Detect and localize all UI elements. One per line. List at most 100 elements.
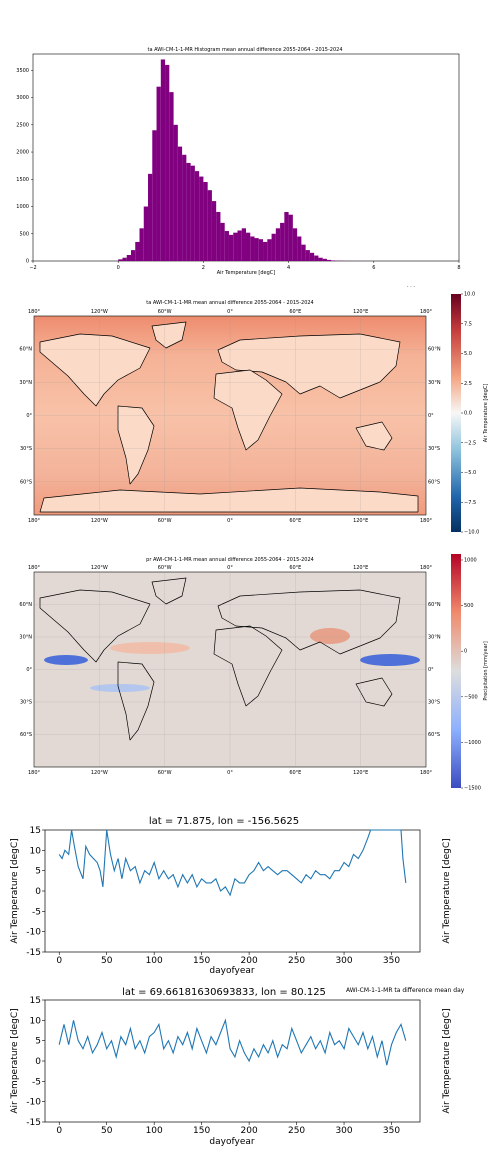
colorbar-tick-label: 10.0 xyxy=(464,292,475,298)
histogram-bar xyxy=(160,59,166,261)
histogram-bar xyxy=(233,232,238,261)
pr-lat-label-left: 60°S xyxy=(20,732,32,738)
y-tick-label: -15 xyxy=(26,948,41,958)
histogram-bar xyxy=(305,250,310,261)
histogram-bar xyxy=(156,86,161,262)
ta-lon-label-top: 120°W xyxy=(91,309,108,315)
histogram-bar xyxy=(211,201,217,261)
x-tick-label: 50 xyxy=(101,1126,113,1136)
x-tick-label: 300 xyxy=(335,956,352,966)
ta-colorbar xyxy=(451,294,461,532)
colorbar-tick-label: 0 xyxy=(464,649,467,655)
ta-lon-label-top: 60°W xyxy=(158,309,172,315)
histogram-bar xyxy=(271,233,276,261)
pr-lat-label-right: 60°S xyxy=(428,732,440,738)
x-tick-label: 100 xyxy=(146,1126,163,1136)
histogram-x-ticks: −2 0 2 4 6 8 xyxy=(29,261,461,271)
histogram-y-tick-label: 500 xyxy=(19,231,29,237)
ts2-x-label: dayofyear xyxy=(209,1137,254,1147)
histogram-y-tick-label: 0 xyxy=(26,259,29,265)
histogram-bar xyxy=(331,260,336,261)
pr-lon-label-bottom: 180° xyxy=(420,770,433,776)
ta-lon-label-top: 180° xyxy=(420,309,433,315)
x-tick-label: 150 xyxy=(193,956,210,966)
ts2-y-label: Air Temperature [degC] xyxy=(10,1008,20,1113)
histogram-y-tick-label: 2500 xyxy=(16,122,29,128)
histogram-bar xyxy=(301,244,306,261)
x-tick-label: 100 xyxy=(146,956,163,966)
histogram-y-ticks: 0 500 1000 1500 2000 2500 3000 3500 xyxy=(16,68,33,265)
histogram-bar xyxy=(275,228,281,261)
ts2-right-y-label: Air Temperature [degC] xyxy=(442,1008,452,1113)
x-tick-label: 300 xyxy=(335,1126,352,1136)
histogram-bar xyxy=(203,182,208,261)
histogram-bar xyxy=(246,232,251,261)
histogram-x-tick-label: 6 xyxy=(372,265,375,271)
colorbar-tick-label: 5.0 xyxy=(464,351,472,357)
histogram-title: ta AWI-CM-1-1-MR Histogram mean annual d… xyxy=(147,47,342,53)
histogram-x-tick-label: −2 xyxy=(29,265,36,271)
pr-map-lat-ticks-left: 60°N 30°N 0° 30°S 60°S xyxy=(19,602,426,738)
pr-colorbar xyxy=(451,554,461,788)
ta-lon-label-bottom: 120°W xyxy=(91,518,108,524)
histogram-bar xyxy=(284,211,289,261)
ta-colorbar-ticks: 10.0 7.5 5.0 2.5 0.0 −2.5 −5.0 −7.5 −10.0 xyxy=(461,292,479,536)
histogram-bar xyxy=(165,64,170,261)
ta-map-lat-ticks-left: 60°N 30°N 0° 30°S 60°S xyxy=(19,347,426,485)
x-tick-label: 150 xyxy=(193,1126,210,1136)
y-tick-label: 10 xyxy=(30,846,42,856)
ta-lat-label-left: 0° xyxy=(26,413,32,419)
pr-lon-label-top: 180° xyxy=(420,565,433,571)
y-tick-label: -10 xyxy=(26,928,41,938)
colorbar-tick-label: 0.0 xyxy=(464,411,472,417)
ta-lat-label-right: 30°N xyxy=(428,380,441,386)
histogram-x-tick-label: 2 xyxy=(202,265,205,271)
pr-lat-label-left: 60°N xyxy=(19,602,32,608)
timeseries-1-figure: lat = 71.875, lon = -156.5625 0 50 100 150 2… xyxy=(10,816,452,976)
ta-lon-label-bottom: 0° xyxy=(227,518,233,524)
x-tick-label: 50 xyxy=(101,956,113,966)
histogram-bar xyxy=(199,176,204,261)
histogram-bar xyxy=(309,252,315,261)
ta-lat-label-right: 60°N xyxy=(428,347,441,353)
x-tick-label: 200 xyxy=(241,956,258,966)
x-tick-label: 250 xyxy=(288,956,305,966)
pr-lon-label-top: 60°E xyxy=(289,565,301,571)
ta-lat-label-right: 30°S xyxy=(428,446,440,452)
histogram-bar xyxy=(139,228,144,261)
pr-lon-label-top: 120°E xyxy=(353,565,368,571)
ta-lat-label-left: 60°N xyxy=(19,347,32,353)
histogram-bars xyxy=(118,59,366,262)
x-tick-label: 350 xyxy=(383,1126,400,1136)
ta-lon-label-bottom: 120°E xyxy=(353,518,368,524)
histogram-bar xyxy=(250,236,255,261)
x-tick-label: 0 xyxy=(56,1126,62,1136)
ta-lon-label-bottom: 180° xyxy=(420,518,433,524)
ta-map-figure: ta AWI-CM-1-1-MR mean annual difference … xyxy=(19,292,489,536)
histogram-bar xyxy=(220,222,225,261)
pr-lon-label-top: 120°W xyxy=(91,565,108,571)
ta-lon-label-top: 180° xyxy=(28,309,41,315)
histogram-bar xyxy=(190,165,195,261)
ta-lon-label-top: 0° xyxy=(227,309,233,315)
colorbar-tick-label: −1500 xyxy=(464,786,481,792)
pr-lon-label-bottom: 120°W xyxy=(91,770,108,776)
pr-colorbar-ticks: 1000 500 0 −500 −1000 −1500 xyxy=(461,558,481,792)
pr-lon-label-bottom: 180° xyxy=(28,770,41,776)
pr-map-anomaly-patches xyxy=(44,628,420,692)
histogram-x-tick-label: 4 xyxy=(287,265,290,271)
histogram-bar xyxy=(130,250,136,261)
colorbar-tick-label: −10.0 xyxy=(464,530,479,536)
histogram-bar xyxy=(288,214,293,261)
x-tick-label: 0 xyxy=(56,956,62,966)
histogram-bar xyxy=(237,230,242,261)
ta-map-title: ta AWI-CM-1-1-MR mean annual difference … xyxy=(146,300,314,306)
histogram-bar xyxy=(254,238,259,261)
pr-lon-label-top: 180° xyxy=(28,565,41,571)
histogram-bar xyxy=(280,222,285,261)
histogram-y-tick-label: 3500 xyxy=(16,68,29,74)
histogram-bar xyxy=(326,259,332,261)
histogram-bar xyxy=(318,257,323,261)
pr-lat-label-left: 30°S xyxy=(20,700,32,706)
ts1-title: lat = 71.875, lon = -156.5625 xyxy=(149,816,299,827)
